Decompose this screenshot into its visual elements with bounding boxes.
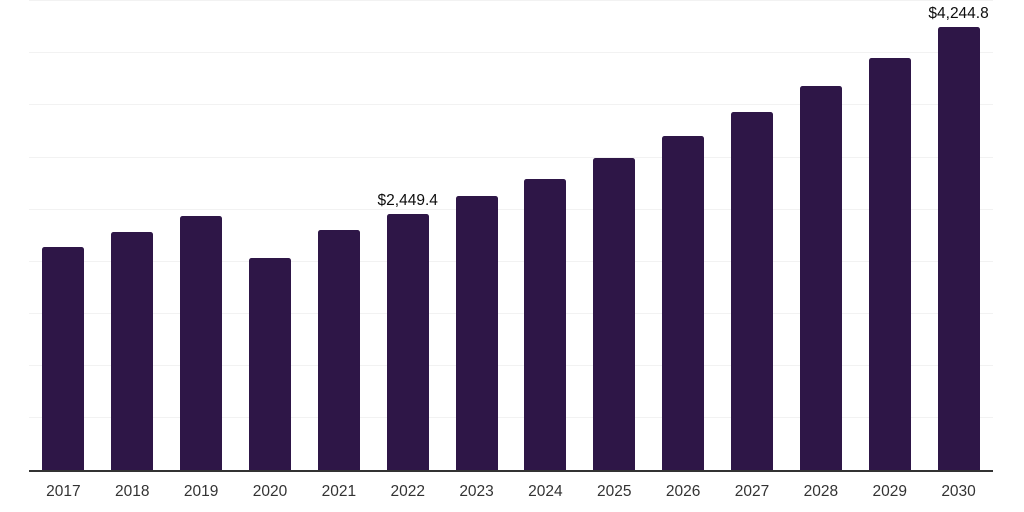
gridline (29, 313, 993, 314)
x-axis-line (29, 470, 993, 472)
bar-2022 (386, 214, 429, 470)
bar-2023 (455, 195, 498, 470)
x-tick-label-2028: 2028 (803, 483, 839, 500)
bar-2024 (524, 178, 567, 470)
x-tick-label-2018: 2018 (115, 483, 150, 500)
x-tick-label-2022: 2022 (390, 483, 425, 500)
x-tick-label-2023: 2023 (459, 483, 494, 500)
bar-2029 (868, 57, 911, 470)
bar-2021 (317, 230, 360, 470)
x-tick-label-2027: 2027 (734, 483, 770, 500)
gridline (29, 52, 993, 54)
gridline (29, 0, 993, 1)
x-tick-label-2019: 2019 (183, 483, 219, 500)
data-label-2030: $4,244.8 (928, 5, 989, 23)
gridline (29, 208, 993, 210)
x-tick-label-2024: 2024 (528, 483, 563, 500)
bar-2017 (42, 246, 85, 470)
bar-2020 (249, 257, 291, 470)
bar-2025 (593, 158, 636, 470)
x-tick-label-2020: 2020 (252, 483, 288, 500)
x-tick-label-2029: 2029 (872, 483, 907, 500)
data-label-2022: $2,449.4 (377, 192, 438, 210)
bar-2019 (180, 216, 223, 470)
bar-2018 (111, 232, 154, 470)
bar-2027 (731, 111, 773, 470)
gridline (29, 156, 993, 158)
gridline (29, 365, 993, 367)
gridline (29, 417, 993, 419)
bar-2030 (937, 27, 980, 470)
bar-2026 (662, 135, 705, 470)
x-tick-label-2017: 2017 (46, 483, 81, 500)
x-tick-label-2030: 2030 (941, 483, 976, 500)
x-tick-label-2026: 2026 (665, 483, 701, 500)
x-tick-label-2021: 2021 (321, 483, 357, 500)
gridline (29, 104, 993, 106)
bar-2028 (799, 86, 842, 470)
x-tick-label-2025: 2025 (597, 483, 632, 500)
gridline (29, 260, 993, 262)
